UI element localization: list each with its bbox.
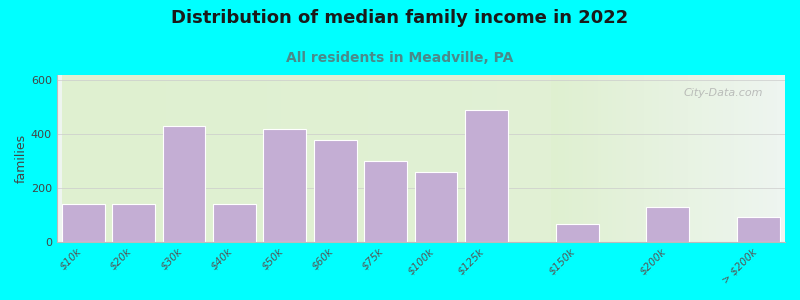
- Bar: [465, 110, 508, 242]
- Bar: [62, 204, 105, 242]
- Bar: [737, 218, 780, 242]
- Text: All residents in Meadville, PA: All residents in Meadville, PA: [286, 51, 514, 65]
- Bar: [213, 204, 256, 242]
- Bar: [263, 129, 306, 242]
- Bar: [556, 224, 598, 242]
- Bar: [364, 161, 407, 242]
- Bar: [162, 126, 206, 242]
- Bar: [646, 207, 690, 242]
- Text: City-Data.com: City-Data.com: [684, 88, 763, 98]
- Bar: [414, 172, 458, 242]
- Text: Distribution of median family income in 2022: Distribution of median family income in …: [171, 9, 629, 27]
- Bar: [112, 204, 155, 242]
- Bar: [314, 140, 357, 242]
- Y-axis label: families: families: [15, 134, 28, 183]
